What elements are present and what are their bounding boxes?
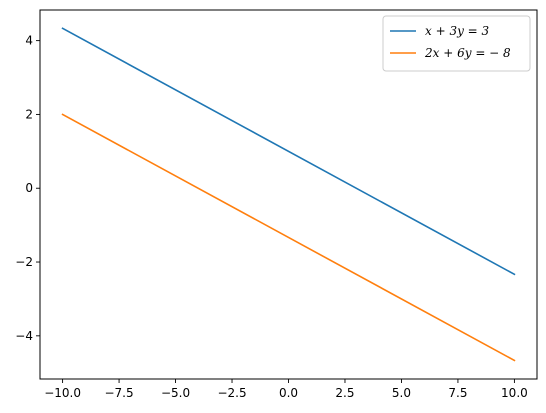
x-tick-label: 7.5 [448,386,467,400]
x-tick-label: 2.5 [335,386,354,400]
y-tick-label: 4 [25,34,33,48]
series-layer [61,27,516,362]
x-tick-label: −7.5 [104,386,133,400]
x-tick-label: −2.5 [217,386,246,400]
y-tick-label: −4 [15,329,33,343]
y-tick-label: −2 [15,255,33,269]
x-axis: −10.0 −7.5 −5.0 −2.5 0.0 2.5 5.0 7.5 10.0 [44,379,528,400]
x-tick-label: −10.0 [44,386,81,400]
legend-box [382,15,531,72]
legend-label-2: 2x + 6y = − 8 [424,46,511,60]
legend-label-1: x + 3y = 3 [425,24,490,38]
y-axis: −4 −2 0 2 4 [15,34,40,343]
series-line-1 [61,27,516,276]
legend: x + 3y = 3 2x + 6y = − 8 [382,15,531,72]
x-tick-label: 10.0 [501,386,528,400]
y-tick-label: 0 [25,181,33,195]
x-tick-label: −5.0 [161,386,190,400]
x-tick-label: 5.0 [392,386,411,400]
x-tick-label: 0.0 [279,386,298,400]
series-line-2 [61,113,516,362]
y-tick-label: 2 [25,107,33,121]
